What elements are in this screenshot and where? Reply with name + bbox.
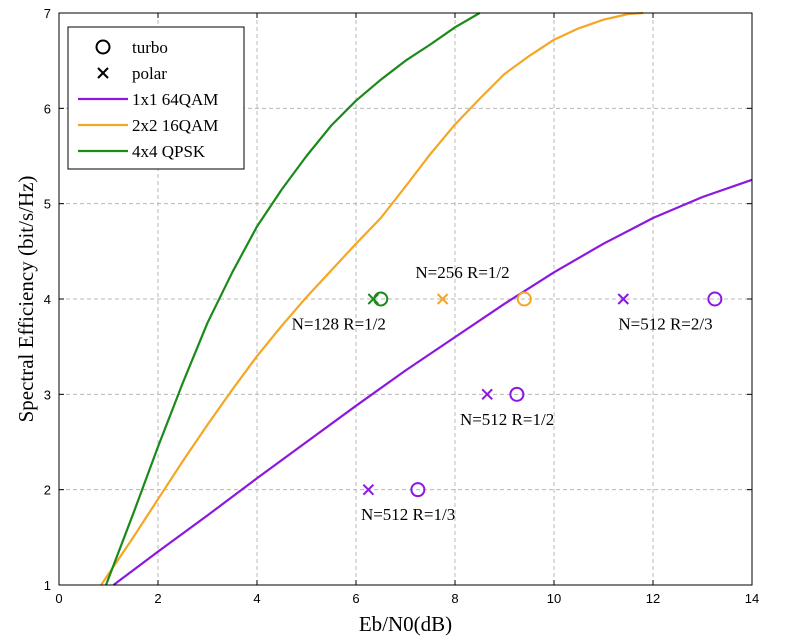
polar-point [481, 388, 493, 401]
x-marker-stroke [97, 67, 109, 79]
turbo-point [410, 482, 426, 498]
y-tick-label: 2 [44, 483, 51, 498]
annotation-label: N=256 R=1/2 [415, 263, 509, 282]
polar-point [436, 293, 449, 305]
polar-point [362, 483, 375, 496]
annotation-label: N=512 R=1/3 [361, 505, 455, 524]
x-tick-label: 10 [547, 591, 561, 606]
polar-point [617, 293, 630, 305]
turbo-point [707, 291, 723, 307]
annotation-label: N=128 R=1/2 [292, 315, 386, 334]
series-lines [100, 11, 753, 586]
legend-x-marker [97, 67, 109, 79]
x-marker-stroke [617, 293, 630, 305]
y-axis-title: Spectral Efficiency (bit/s/Hz) [14, 176, 38, 423]
annotation-label: N=512 R=1/2 [460, 410, 554, 429]
x-marker-stroke [362, 483, 375, 496]
legend-label: turbo [132, 38, 168, 57]
legend-label: 4x4 QPSK [132, 142, 206, 161]
y-tick-label: 3 [44, 387, 51, 402]
y-tick-label: 7 [44, 6, 51, 21]
y-tick-label: 4 [44, 292, 51, 307]
x-axis-title: Eb/N0(dB) [359, 612, 452, 636]
x-marker-stroke [436, 293, 449, 305]
x-tick-label: 8 [451, 591, 458, 606]
x-tick-label: 4 [253, 591, 260, 606]
x-tick-label: 12 [646, 591, 660, 606]
legend-label: 2x2 16QAM [132, 116, 218, 135]
x-tick-label: 14 [745, 591, 759, 606]
y-tick-label: 1 [44, 578, 51, 593]
annotations: N=128 R=1/2 N=256 R=1/2 N=512 R=2/3 N=512 R… [292, 263, 713, 524]
x-tick-label: 2 [154, 591, 161, 606]
legend: turbo polar 1x1 64QAM 2x2 16QAM 4x4 QPSK [67, 26, 245, 170]
series-line-1 [112, 178, 753, 586]
series-line-3 [104, 12, 481, 586]
series-line-2 [100, 11, 644, 586]
turbo-point [516, 291, 532, 307]
x-marker-stroke [481, 388, 493, 401]
y-tick-label: 6 [44, 101, 51, 116]
x-tick-label: 6 [352, 591, 359, 606]
turbo-point [373, 291, 389, 307]
legend-label: polar [132, 64, 167, 83]
legend-label: 1x1 64QAM [132, 90, 218, 109]
y-tick-label: 5 [44, 197, 51, 212]
annotation-label: N=512 R=2/3 [618, 315, 712, 334]
x-tick-label: 0 [55, 591, 62, 606]
turbo-point [509, 386, 525, 402]
data-points [362, 291, 723, 498]
legend-circle-marker [95, 39, 111, 55]
